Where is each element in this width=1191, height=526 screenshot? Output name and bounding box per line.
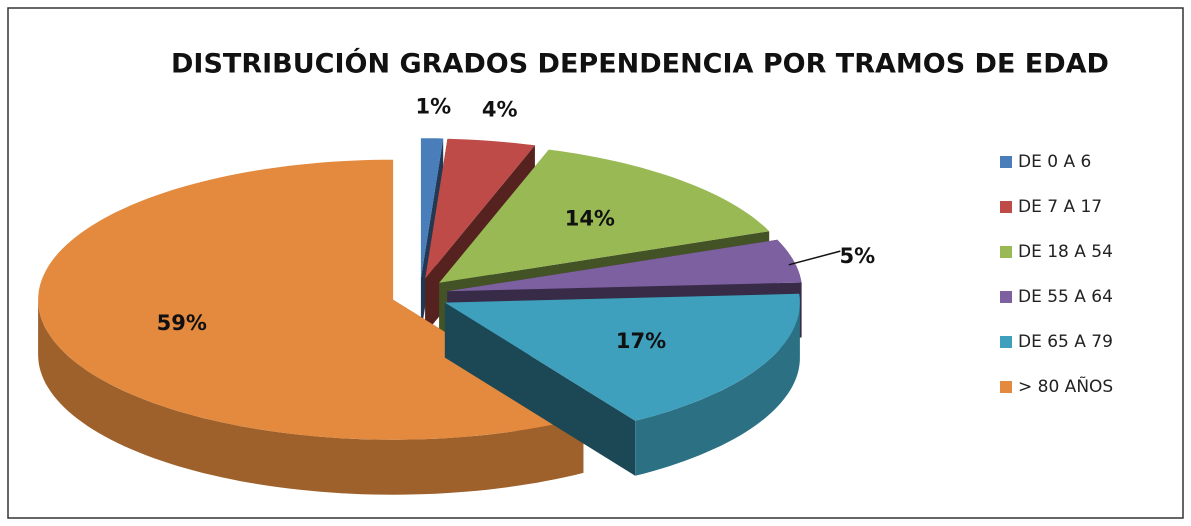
slice-side <box>444 302 636 476</box>
legend: DE 0 A 6 DE 7 A 17 DE 18 A 54 DE 55 A 64 DE … <box>1000 152 1113 397</box>
slice <box>425 138 535 279</box>
legend-swatch <box>1000 291 1012 303</box>
legend-swatch <box>1000 246 1012 258</box>
legend-label: DE 65 A 79 <box>1018 332 1113 352</box>
legend-swatch <box>1000 201 1012 213</box>
slice <box>38 159 584 440</box>
legend-label: DE 18 A 54 <box>1018 242 1113 262</box>
legend-label: DE 0 A 6 <box>1018 152 1091 172</box>
slice <box>447 239 802 292</box>
data-label: 1% <box>416 94 452 118</box>
slice-group <box>38 159 584 495</box>
leader-line <box>788 250 841 266</box>
slice-wall <box>38 299 584 495</box>
data-label: 59% <box>157 311 207 335</box>
data-label: 14% <box>565 206 615 230</box>
pie: 1% 4% 14% 5% 17% 59% <box>38 94 876 495</box>
data-label: 4% <box>482 97 518 121</box>
legend-label: DE 55 A 64 <box>1018 287 1113 307</box>
slice-group <box>444 293 800 476</box>
slice <box>420 138 444 279</box>
slice-wall <box>635 302 800 476</box>
legend-label: DE 7 A 17 <box>1018 197 1102 217</box>
legend-swatch <box>1000 381 1012 393</box>
chart-title: DISTRIBUCIÓN GRADOS DEPENDENCIA POR TRAM… <box>171 48 1109 80</box>
slice <box>444 293 800 421</box>
legend-swatch <box>1000 156 1012 168</box>
legend-label: > 80 AÑOS <box>1018 375 1113 397</box>
data-label: 5% <box>840 244 876 268</box>
slice <box>439 149 770 283</box>
data-label: 17% <box>616 329 666 353</box>
legend-swatch <box>1000 336 1012 348</box>
